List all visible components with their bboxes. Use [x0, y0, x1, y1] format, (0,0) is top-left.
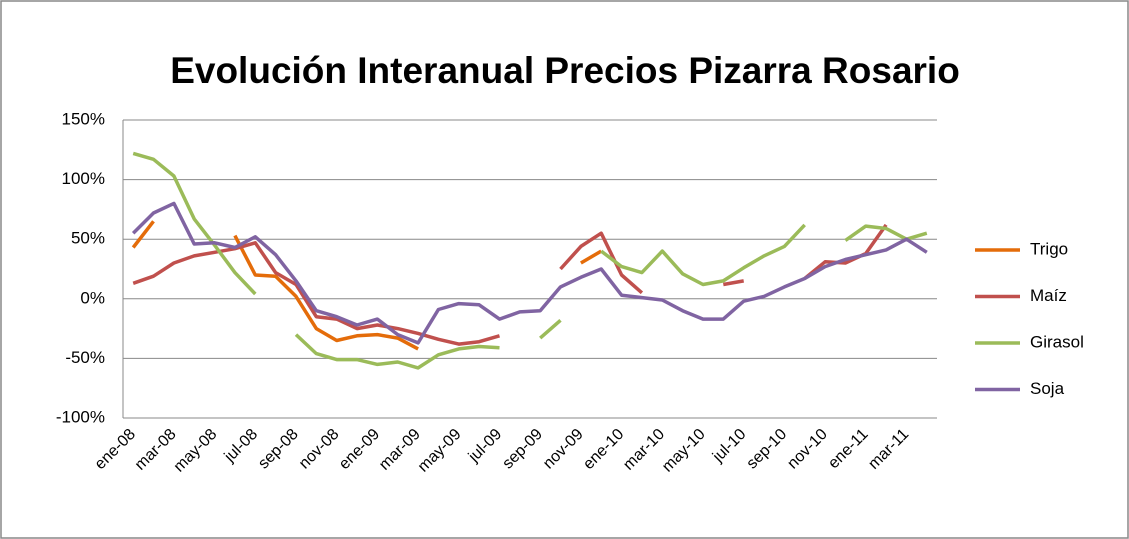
line-series — [132, 151, 928, 370]
y-tick-label: 150% — [62, 109, 105, 128]
legend-label: Soja — [1030, 379, 1065, 398]
y-tick-label: -50% — [65, 348, 105, 367]
y-tick-label: 100% — [62, 169, 105, 188]
line-series — [131, 201, 928, 345]
legend-label: Girasol — [1030, 332, 1084, 351]
line-series — [132, 223, 888, 346]
line-series — [131, 220, 603, 351]
y-tick-label: 0% — [80, 288, 105, 307]
legend-label: Maíz — [1030, 286, 1067, 305]
y-tick-label: 50% — [71, 229, 105, 248]
y-tick-label: -100% — [56, 407, 105, 426]
chart-title: Evolución Interanual Precios Pizarra Ros… — [170, 50, 960, 91]
legend-label: Trigo — [1030, 239, 1068, 258]
